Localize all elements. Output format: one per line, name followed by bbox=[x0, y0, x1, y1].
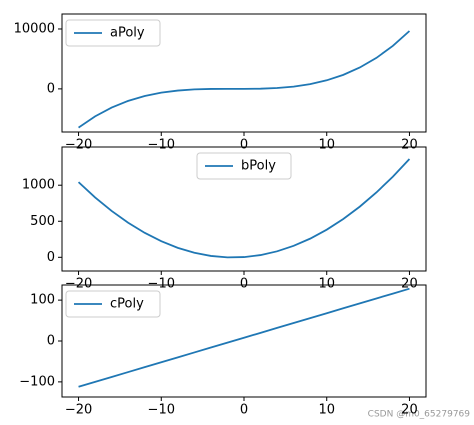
y-tick-label: 10000 bbox=[14, 21, 55, 36]
legend-box bbox=[196, 152, 292, 180]
axes-frame bbox=[61, 146, 427, 272]
x-tick-label: 10 bbox=[318, 138, 335, 153]
x-tick-label: −20 bbox=[65, 403, 92, 418]
axes-frame bbox=[61, 284, 427, 398]
x-tick-label: −10 bbox=[148, 277, 175, 292]
legend-label: aPoly bbox=[110, 26, 145, 41]
x-tick-label: 20 bbox=[401, 277, 418, 292]
y-tick-label: 500 bbox=[30, 214, 55, 229]
x-tick-label: −10 bbox=[148, 403, 175, 418]
x-tick-label: −10 bbox=[148, 138, 175, 153]
y-tick-label: 0 bbox=[47, 250, 55, 265]
legend-label: cPoly bbox=[110, 297, 144, 312]
legend-box bbox=[65, 290, 161, 318]
line bbox=[77, 158, 411, 259]
legend-box bbox=[65, 19, 161, 47]
x-tick-label: 0 bbox=[240, 403, 248, 418]
y-tick-label: −100 bbox=[19, 374, 55, 389]
watermark: CSDN @m0_65279769 bbox=[368, 410, 471, 420]
y-tick-label: 1000 bbox=[22, 178, 55, 193]
y-tick-label: 0 bbox=[47, 81, 55, 96]
x-tick-label: −20 bbox=[65, 277, 92, 292]
x-tick-label: 0 bbox=[240, 277, 248, 292]
y-tick-label: 0 bbox=[47, 334, 55, 349]
line bbox=[78, 30, 411, 129]
x-tick-label: 20 bbox=[401, 138, 418, 153]
x-tick-label: 20 bbox=[401, 403, 418, 418]
x-tick-label: 10 bbox=[318, 403, 335, 418]
x-tick-label: 0 bbox=[240, 138, 248, 153]
y-tick-label: 100 bbox=[30, 293, 55, 308]
x-tick-label: 10 bbox=[318, 277, 335, 292]
legend-label: bPoly bbox=[241, 159, 276, 174]
line bbox=[78, 287, 410, 388]
x-tick-label: −20 bbox=[65, 138, 92, 153]
axes-frame bbox=[61, 13, 427, 133]
